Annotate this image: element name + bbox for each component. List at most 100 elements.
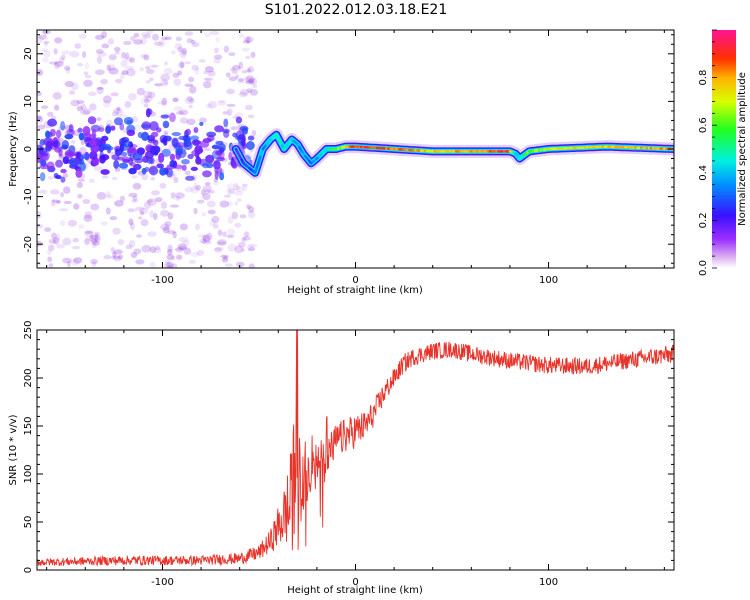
spectrogram-noise-blob [108,64,116,71]
spectrogram-noise-blob [101,143,112,150]
spectrogram-noise-blob [89,151,98,160]
spectrogram-noise-blob [242,236,252,241]
spectrogram-noise-blob [207,134,215,142]
spectrogram-noise-blob [205,103,213,108]
spectrogram-noise-blob [122,158,131,164]
spectrogram-noise-blob [39,172,46,182]
spectrogram-noise-blob [226,187,231,195]
spectrogram-noise-blob [147,198,157,206]
spectrogram-noise-blob [113,159,120,169]
spectrogram-noise-blob [207,70,216,77]
spectrogram-noise-blob [233,182,239,187]
spectrogram-noise-blob [131,175,138,179]
spectrogram-noise-blob [141,244,152,253]
spectrogram-noise-blob [143,54,150,61]
spectrogram-noise-blob [247,135,255,141]
spectrogram-noise-blob [184,61,192,65]
spectrogram-noise-blob [128,192,138,198]
spectrogram-noise-blob [159,209,170,217]
spectrogram-noise-blob [45,130,51,139]
spectrogram-noise-blob [70,258,80,267]
spectrogram-noise-blob [51,199,56,207]
spectrogram-noise-blob [171,263,178,268]
spectrogram-noise-blob [187,153,194,160]
spectrogram-noise-blob [56,137,64,142]
spectrogram-noise-blob [102,95,112,104]
spectrogram-noise-blob [39,163,49,170]
spectrogram-noise-blob [62,186,71,194]
spectrogram-noise-blob [166,265,173,268]
spectrogram-noise-blob [171,97,180,103]
spectrogram-noise-blob [76,100,85,105]
spectrogram-noise-blob [217,99,226,104]
snr-y-label: SNR (10 * v/v) [8,414,19,485]
spectrogram-noise-blob [55,159,63,168]
spectrogram-noise-blob [121,51,126,59]
spectrogram-noise-blob [103,100,111,108]
spectrogram-noise-blob [212,224,219,230]
spectrogram-noise-blob [222,110,232,116]
spectrogram-noise-blob [69,157,77,167]
snr-y-tick-label: 0 [23,567,34,573]
spectrogram-noise-blob [189,98,195,104]
spectrogram-noise-blob [118,162,129,169]
spectrogram-noise-blob [202,170,212,178]
spectrogram-noise-blob [144,151,154,159]
spectrogram-noise-blob [163,262,174,268]
spectrogram-noise-blob [133,32,140,38]
spectrogram-noise-blob [112,255,122,262]
spectrogram-noise-blob [217,229,223,236]
snr-x-tick-label: 100 [539,577,558,588]
spectrogram-noise-blob [143,90,153,99]
spectrogram-noise-blob [245,75,255,84]
spectrogram-noise-blob [84,210,92,219]
spectrogram-noise-blob [111,176,118,181]
spectrogram-noise-blob [77,62,83,67]
spectrogram-noise-blob [234,245,244,254]
spectrogram-noise-blob [181,47,187,55]
spectrogram-noise-blob [84,230,94,238]
spectrogram-noise-blob [48,239,57,244]
spectrogram-noise-blob [48,263,54,268]
spectrogram-noise-blob [179,50,187,59]
spectrogram-y-tick-label: -10 [23,188,34,204]
spectrogram-noise-blob [117,156,124,161]
spectrogram-noise-blob [71,245,81,250]
spectrogram-noise-blob [235,74,240,79]
spectrogram-noise-blob [113,107,122,114]
spectrogram-noise-blob [197,234,204,238]
spectrogram-noise-blob [174,247,184,252]
spectrogram-noise-blob [41,57,49,63]
spectrogram-noise-blob [91,243,97,249]
spectrogram-noise-blob [174,43,183,50]
spectrogram-noise-blob [189,135,200,141]
spectrogram-noise-blob [251,129,257,137]
spectrogram-noise-blob [180,61,185,69]
spectrogram-noise-blob [228,52,236,57]
spectrogram-noise-blob [147,91,156,99]
spectrogram-noise-blob [101,31,108,39]
snr-y-axis: 0 50 100 150 200 250 [23,320,674,573]
spectrogram-noise-blob [194,145,203,155]
spectrogram-noise-blob [178,246,188,251]
spectrogram-noise-blob [241,47,250,52]
spectrogram-noise-blob [54,60,64,68]
spectrogram-noise-blob [184,31,194,36]
spectrogram-noise-blob [202,234,207,241]
spectrogram-noise-blob [230,67,236,72]
spectrogram-noise-blob [246,88,253,93]
spectrogram-noise-blob [60,176,66,183]
spectrogram-noise-blob [167,230,176,235]
spectrogram-noise-blob [201,239,212,245]
spectrogram-noise-blob [115,108,124,117]
spectrogram-y-tick-label: 10 [23,95,34,108]
spectrogram-noise-blob [203,147,212,152]
colorbar: 0.0 0.2 0.4 0.6 0.8 Normalized spectral ampl… [698,29,748,276]
spectrogram-noise-blob [204,189,211,195]
spectrogram-noise-blob [83,79,93,87]
spectrogram-noise-blob [77,193,83,199]
spectrogram-noise-blob [37,261,41,267]
spectrogram-noise-blob [201,212,207,217]
spectrogram-noise-blob [194,68,200,75]
spectrogram-noise-blob [41,48,48,52]
